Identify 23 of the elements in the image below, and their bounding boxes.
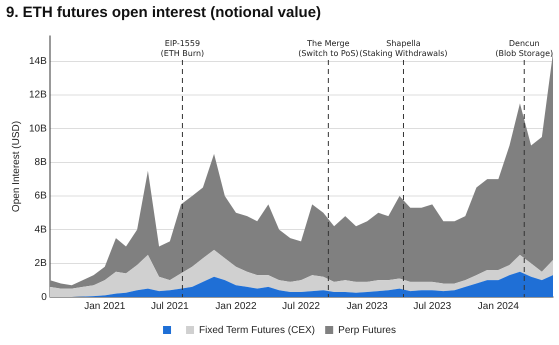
y-tick-label: 6B: [34, 190, 48, 202]
ref-line-label: EIP-1559 (ETH Burn): [160, 39, 204, 58]
y-tick-label: 4B: [34, 224, 48, 236]
y-tick-label: 0: [41, 292, 48, 303]
x-tick-label: Jan 2023: [346, 300, 388, 312]
x-tick-label: Jul 2023: [413, 300, 452, 312]
y-tick-label: 8B: [34, 157, 48, 168]
y-axis-title: Open Interest (USD): [10, 120, 22, 212]
y-tick-label: 14B: [28, 56, 48, 68]
y-tick-label: 10B: [28, 123, 48, 134]
ref-line-label: Dencun (Blob Storage): [495, 39, 554, 58]
y-tick-label: 2B: [34, 258, 48, 270]
y-tick-label: 12B: [28, 90, 48, 101]
x-tick-label: Jan 2024: [478, 300, 520, 312]
legend-label: Fixed Term Futures (CEX): [199, 324, 315, 336]
ref-line-label: The Merge (Switch to PoS): [298, 39, 359, 58]
x-tick-label: Jan 2022: [215, 300, 257, 312]
chart-title: 9. ETH futures open interest (notional value): [6, 4, 322, 22]
x-tick-label: Jul 2021: [150, 300, 190, 312]
ref-line-label: Shapella (Staking Withdrawals): [359, 39, 448, 58]
x-tick-label: Jan 2021: [84, 300, 126, 312]
x-tick-label: Jul 2022: [282, 300, 320, 312]
legend-label: Perp Futures: [338, 324, 396, 336]
